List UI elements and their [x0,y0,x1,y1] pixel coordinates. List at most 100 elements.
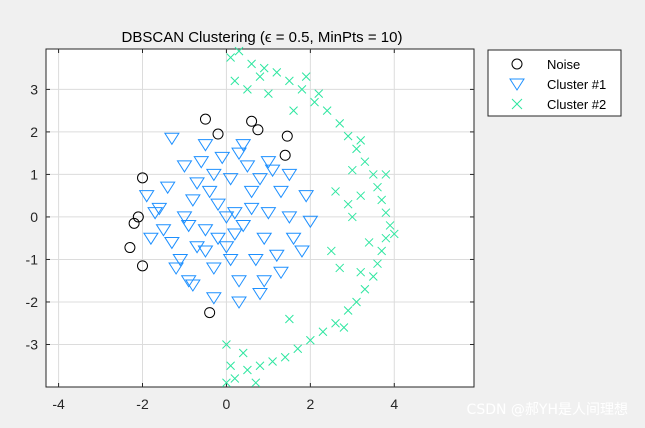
cluster-2-point [335,119,345,128]
cluster-1-point [205,292,222,305]
cluster-2-point [230,76,240,86]
cluster-1-point [172,253,189,267]
cluster-2-point [297,85,307,94]
cluster-2-point [285,76,294,86]
cluster-2-point [314,89,324,98]
cluster-2-point [293,344,303,354]
cluster-1-point [264,164,281,178]
watermark: CSDN @郝YH是人间理想 [467,402,628,418]
cluster-1-point [201,185,218,199]
cluster-1-point [184,194,201,207]
cluster-2-point [381,233,391,243]
cluster-2-point [373,182,382,192]
cluster-1-point [176,211,193,224]
x-tick-label: 0 [223,396,231,412]
noise-point [246,115,258,127]
cluster-2-point [373,259,382,269]
y-tick-label: -2 [26,294,39,310]
cluster-2-point [310,97,319,107]
cluster-1-point [273,185,289,199]
legend-noise-marker-icon [511,58,523,70]
cluster-1-point [231,147,247,161]
cluster-1-point [151,202,168,216]
cluster-1-point [197,245,214,258]
cluster-2-point [222,340,231,349]
legend-cluster-1-marker-icon [509,78,525,91]
cluster-2-point [301,72,311,81]
cluster-1-point [239,160,256,173]
cluster-1-point [189,241,205,254]
noise-point [204,307,216,319]
cluster-1-point [235,219,252,233]
cluster-2-point [381,208,391,218]
legend-item-noise: Noise [511,57,580,72]
cluster-1-point [197,224,214,237]
cluster-2-point [259,63,269,73]
cluster-1-point [218,211,235,224]
y-tick-label: 3 [30,81,38,97]
legend-box [487,49,622,117]
cluster-1-point [235,139,252,152]
cluster-2-point [251,378,261,388]
cluster-2-point [234,46,244,56]
cluster-2-point [255,72,265,81]
cluster-2-point [347,212,357,222]
cluster-1-point [231,296,247,309]
cluster-2-point [318,327,328,337]
legend-cluster-2-marker-icon [511,98,523,110]
cluster-1-point [226,228,243,241]
cluster-2-point [280,352,290,362]
cluster-1-point [155,224,172,237]
cluster-2-point [331,318,340,328]
cluster-1-point [285,232,302,246]
cluster-1-point [243,202,260,216]
legend: Noise Cluster #1 Cluster #2 [487,49,622,117]
cluster-2-point [264,89,273,98]
cluster-2-point [238,348,248,358]
cluster-2-point [226,53,235,62]
cluster-2-point [368,272,378,281]
cluster-1-point [138,190,155,203]
y-tick-label: -1 [26,251,39,267]
cluster-1-point [247,253,264,267]
cluster-1-point [226,207,243,220]
cluster-2-point [285,314,294,324]
cluster-1-point [210,198,226,212]
cluster-1-point [193,156,210,169]
cluster-2-point [247,59,256,69]
cluster-2-point [377,195,387,205]
cluster-2-point [356,191,366,201]
cluster-1-point [163,236,180,250]
legend-cluster-2-label: Cluster #2 [547,97,606,112]
legend-item-cluster-1: Cluster #1 [509,77,606,92]
cluster-1-point [176,160,193,173]
cluster-2-point [255,361,265,371]
cluster-2-point [389,229,399,239]
noise-point [124,242,136,254]
cluster-2-point [326,246,336,256]
cluster-2-point [343,131,353,141]
grid-lines [46,49,474,387]
y-tick-label: 2 [30,124,38,140]
cluster-1-point [205,262,222,275]
series-2 [222,46,399,388]
cluster-1-point [302,215,319,229]
x-tick-label: -2 [136,396,149,412]
noise-point [132,211,144,223]
cluster-2-point [335,263,345,273]
cluster-2-point [377,246,387,256]
cluster-2-point [360,284,370,294]
cluster-1-point [189,177,205,190]
cluster-2-point [272,68,282,77]
cluster-1-point [159,181,176,195]
cluster-1-point [180,275,197,288]
cluster-2-point [356,136,366,145]
y-axis-ticks: -3 -2 -1 0 1 2 3 [26,81,474,352]
legend-cluster-1-label: Cluster #1 [547,77,606,92]
x-tick-label: 2 [306,396,314,412]
cluster-2-point [305,335,315,345]
cluster-1-point [268,249,285,263]
x-tick-label: 4 [390,396,398,412]
noise-point [128,217,140,229]
noise-point [199,113,211,125]
